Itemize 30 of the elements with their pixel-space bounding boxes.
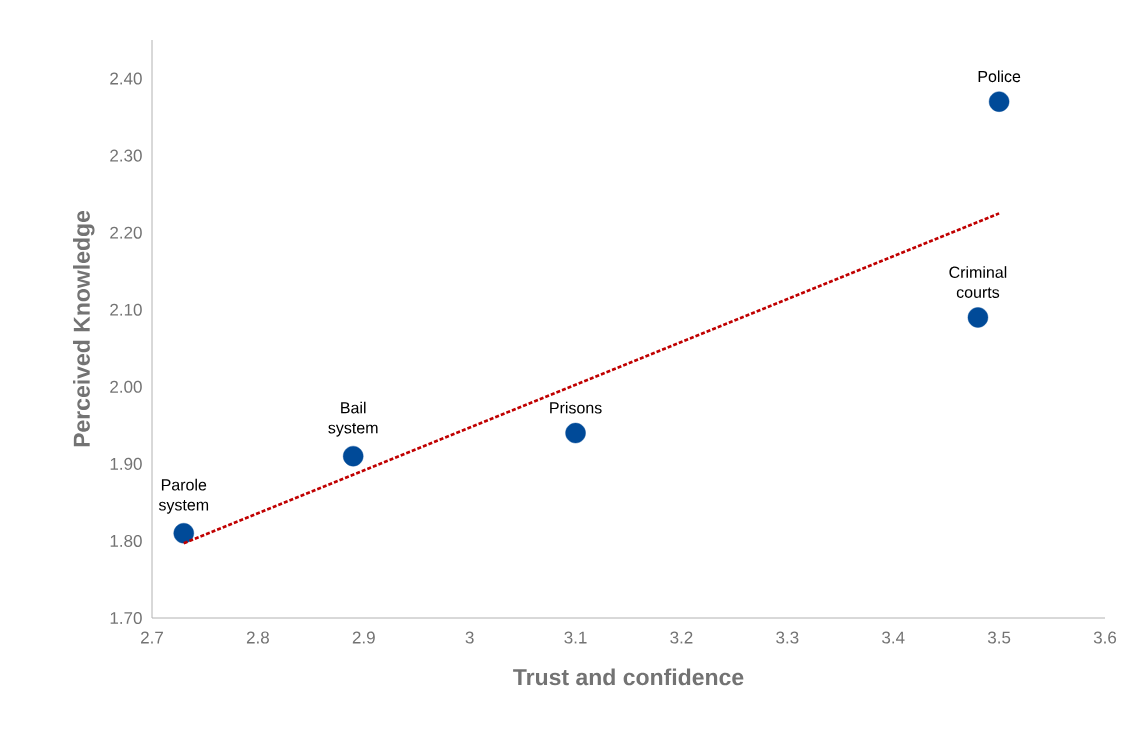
y-tick-label: 2.10 [110,303,142,316]
annotation: Prisons [550,401,602,414]
x-tick-label: 3.1 [564,631,587,644]
x-tick-label: 3.4 [882,631,905,644]
y-tick-label: 2.20 [110,226,142,239]
point [342,445,364,467]
x-tick-label: 3.5 [987,631,1011,644]
annotation: Criminal courts [949,266,1007,298]
point [173,523,194,544]
point [967,307,989,328]
x-tick-label: 3.2 [670,631,693,644]
x-tick-label: 3.6 [1093,631,1117,644]
y-axis-title: Perceived Knowledge [73,210,95,447]
annotation: Police [978,70,1021,83]
y-tick-label: 2.30 [110,149,142,162]
point [988,91,1010,112]
x-tick-label: 2.7 [141,631,163,644]
y-tick-label: 2.00 [110,380,142,393]
y-tick-label: 1.90 [110,457,142,470]
point [565,422,586,444]
annotation: Parole system [158,478,209,514]
annotation: Bail system [328,401,378,437]
x-axis-title: Trust and confidence [513,668,744,686]
x-tick-label: 2.8 [246,631,269,644]
x-tick-label: 3.3 [776,631,799,644]
x-tick-label: 2.9 [352,631,375,644]
y-tick-label: 2.40 [110,72,142,85]
y-tick-label: 1.80 [110,534,142,547]
y-tick-label: 1.70 [110,611,142,625]
x-tick-label: 3 [465,631,474,644]
